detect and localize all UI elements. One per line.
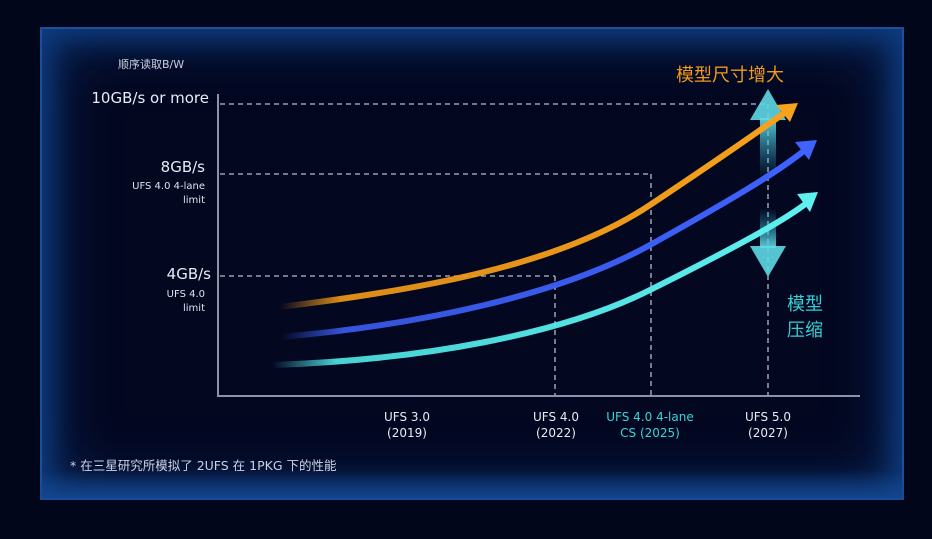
reference-lines — [220, 103, 769, 395]
cyan-arrowhead — [797, 192, 818, 212]
orange-arrowhead — [776, 103, 798, 122]
cyan-curve — [269, 199, 811, 368]
annotation-model-size-increase: 模型尺寸增大 — [676, 65, 784, 86]
blue-arrowhead — [795, 140, 817, 160]
y-axis-title: 顺序读取B/W — [118, 58, 185, 71]
blue-curve — [277, 147, 808, 340]
y-tick-8gb-note: UFS 4.0 4-lane limit — [132, 181, 205, 206]
footnote: * 在三星研究所模拟了 2UFS 在 1PKG 下的性能 — [70, 458, 337, 473]
model-size-up-arrow — [750, 89, 786, 178]
frame-glow — [40, 470, 904, 500]
x-tick-ufs50: UFS 5.0 (2027) — [745, 410, 791, 440]
y-tick-10gb: 10GB/s or more — [91, 89, 209, 107]
orange-curve — [277, 109, 789, 310]
y-tick-4gb-note: UFS 4.0 limit — [166, 289, 205, 314]
y-tick-8gb: 8GB/s — [160, 158, 205, 176]
y-tick-4gb: 4GB/s — [166, 265, 211, 283]
annotation-model-compression: 模型 压缩 — [787, 294, 823, 341]
x-tick-ufs30: UFS 3.0 (2019) — [384, 410, 430, 440]
x-tick-ufs40: UFS 4.0 (2022) — [533, 410, 579, 440]
x-tick-ufs40-4lane: UFS 4.0 4-lane CS (2025) — [606, 410, 694, 440]
